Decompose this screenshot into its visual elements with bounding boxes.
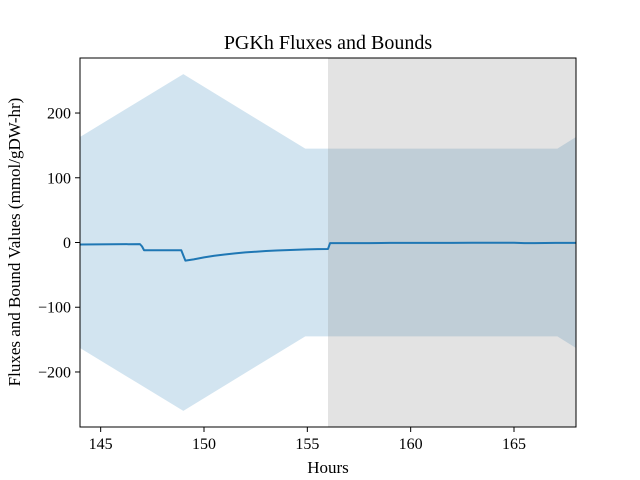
y-axis-title: Fluxes and Bound Values (mmol/gDW-hr): [5, 98, 24, 387]
bounds-band: [80, 74, 576, 411]
axes: 145 150 155 160 165 200 100 0 −100 −200: [38, 57, 577, 453]
y-tick-label--100: −100: [38, 300, 71, 317]
x-tick-label-165: 165: [502, 436, 526, 453]
chart-title: PGKh Fluxes and Bounds: [224, 32, 433, 54]
x-tick-label-150: 150: [192, 436, 216, 453]
y-tick-label--200: −200: [38, 364, 71, 381]
y-tick-label-100: 100: [47, 170, 71, 187]
x-axis-title: Hours: [307, 458, 349, 477]
x-tick-label-160: 160: [399, 436, 423, 453]
y-tick-label-200: 200: [47, 106, 71, 123]
flux-line-0: [80, 241, 576, 262]
y-tick-label-0: 0: [63, 235, 71, 252]
x-tick-label-145: 145: [89, 436, 113, 453]
plot-clipped-group: [80, 58, 576, 427]
plot-area: [80, 58, 576, 427]
x-tick-label-155: 155: [295, 436, 319, 453]
